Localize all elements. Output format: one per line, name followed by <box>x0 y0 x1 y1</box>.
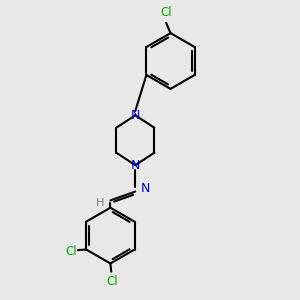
Text: Cl: Cl <box>106 274 118 288</box>
Text: N: N <box>130 159 140 172</box>
Text: N: N <box>141 182 150 195</box>
Text: Cl: Cl <box>65 244 77 257</box>
Text: H: H <box>96 198 104 208</box>
Text: N: N <box>130 109 140 122</box>
Text: Cl: Cl <box>160 6 172 19</box>
